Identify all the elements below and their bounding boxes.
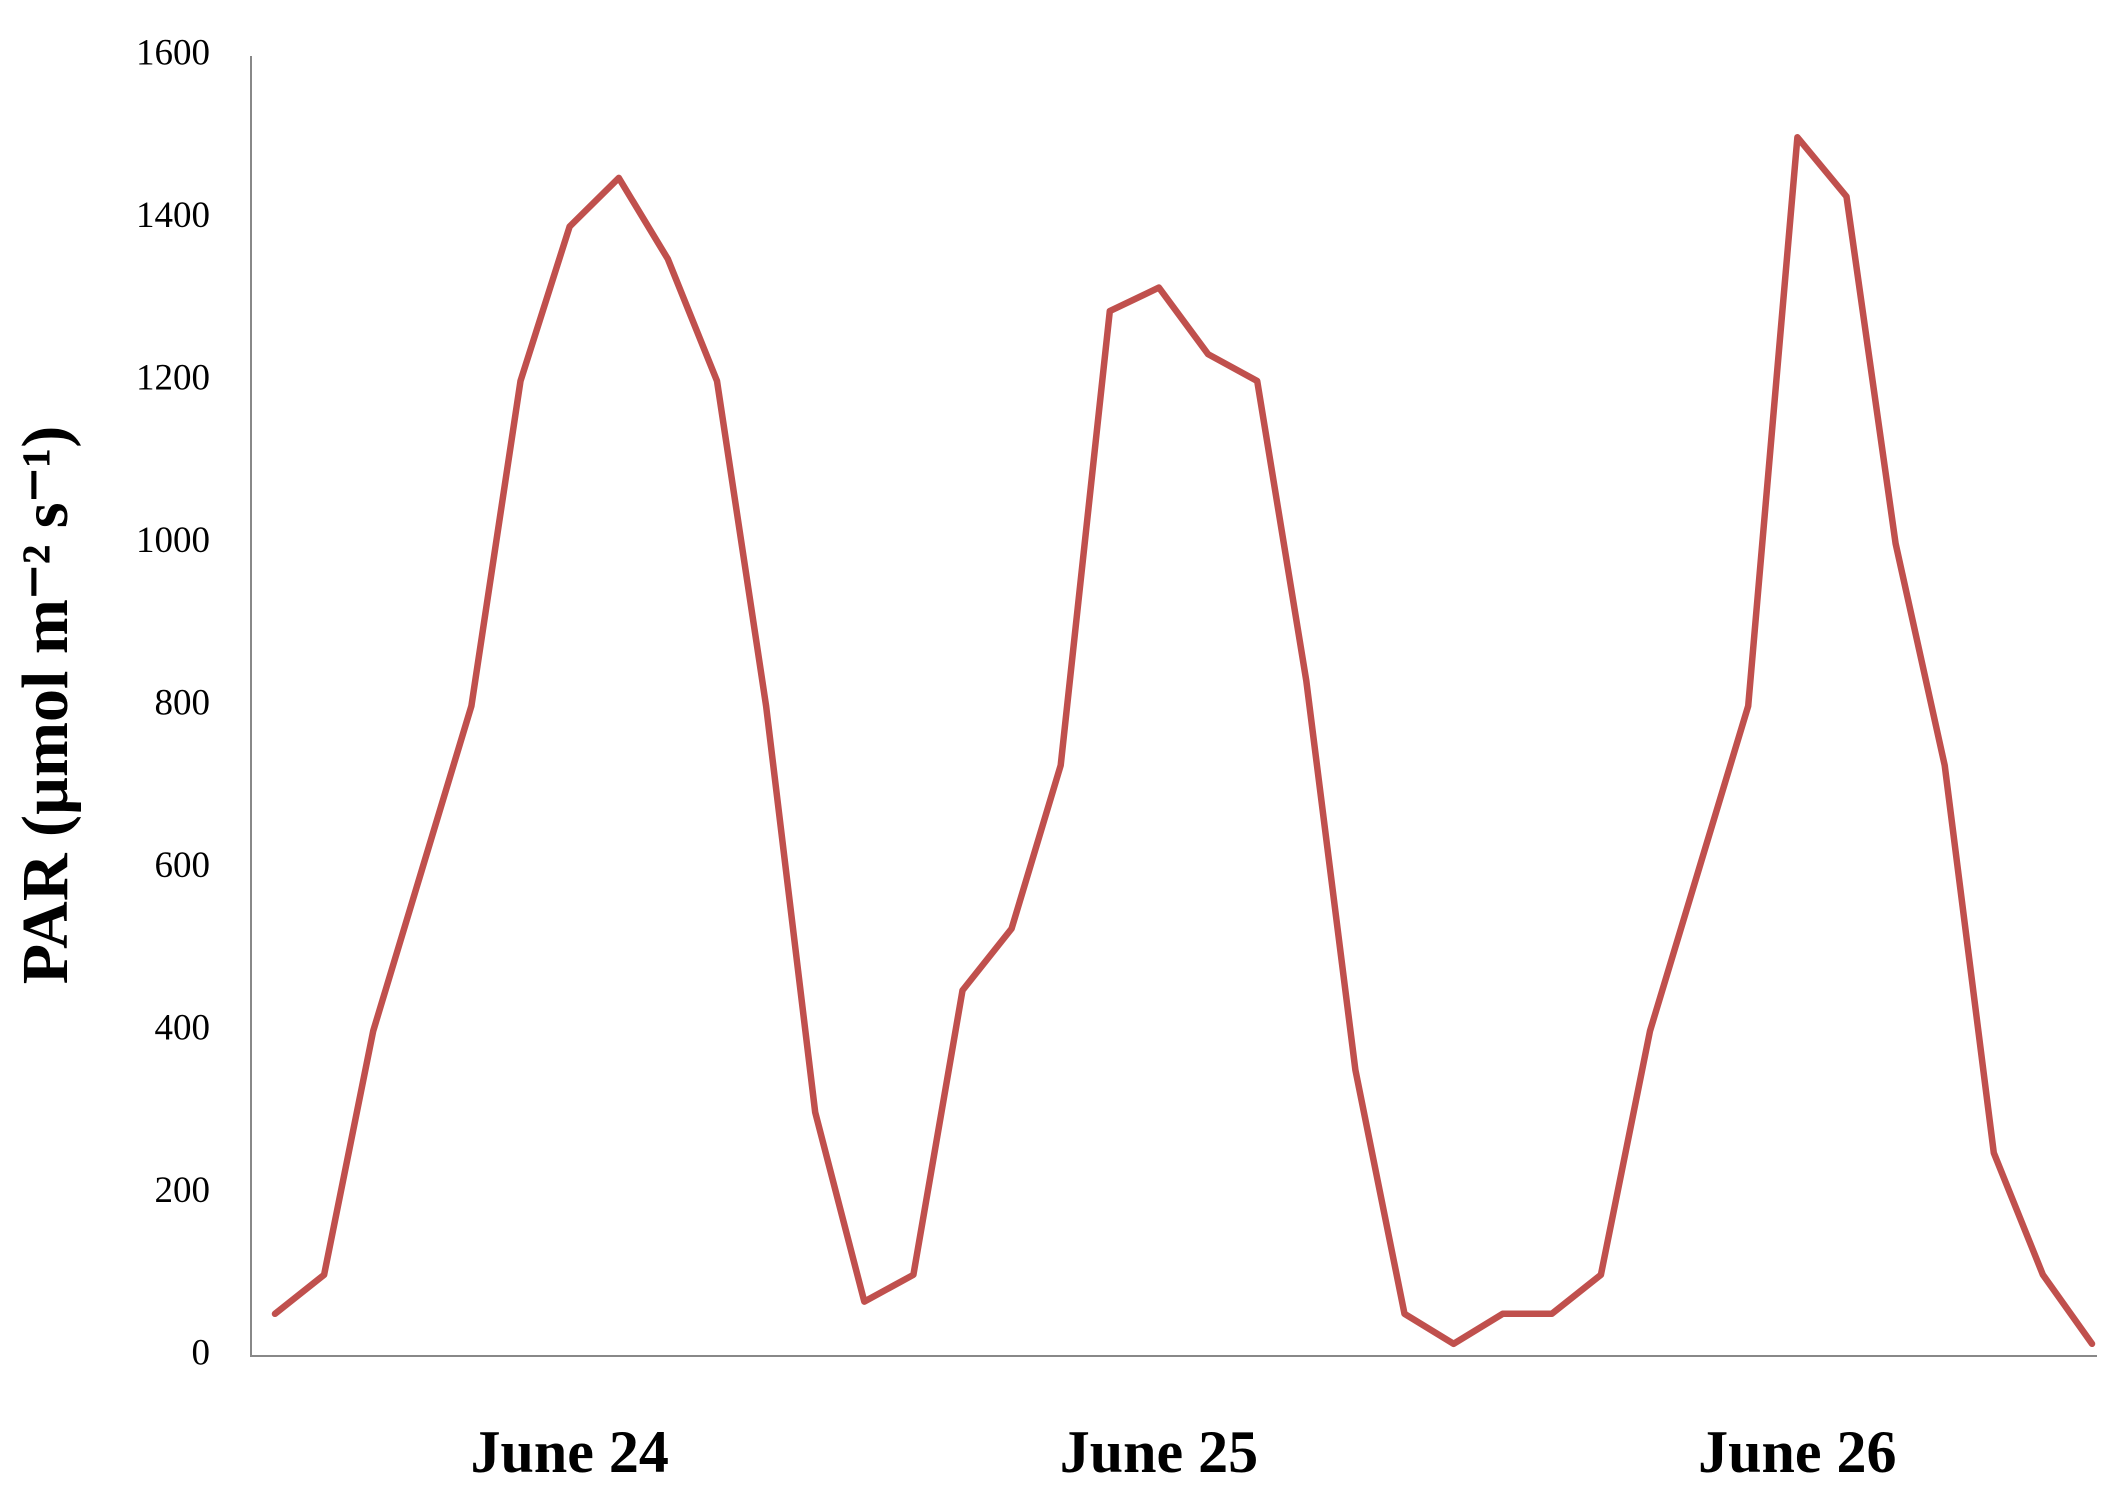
y-tick-label: 1600 (136, 32, 210, 73)
x-tick-label: June 24 (470, 1419, 668, 1485)
y-axis-title: PAR (µmol m⁻² s⁻¹) (9, 426, 82, 984)
y-tick-label: 1200 (136, 357, 210, 398)
x-tick-label: June 25 (1060, 1419, 1258, 1485)
y-tick-label: 600 (155, 845, 211, 886)
y-tick-label: 400 (155, 1007, 211, 1048)
data-line (271, 134, 2096, 1348)
y-tick-label: 1400 (136, 195, 210, 236)
y-tick-label: 0 (192, 1332, 211, 1373)
y-tick-label: 200 (155, 1170, 211, 1211)
x-tick-label: June 26 (1698, 1419, 1896, 1485)
y-tick-label: 800 (155, 682, 211, 723)
y-tick-label: 1000 (136, 520, 210, 561)
